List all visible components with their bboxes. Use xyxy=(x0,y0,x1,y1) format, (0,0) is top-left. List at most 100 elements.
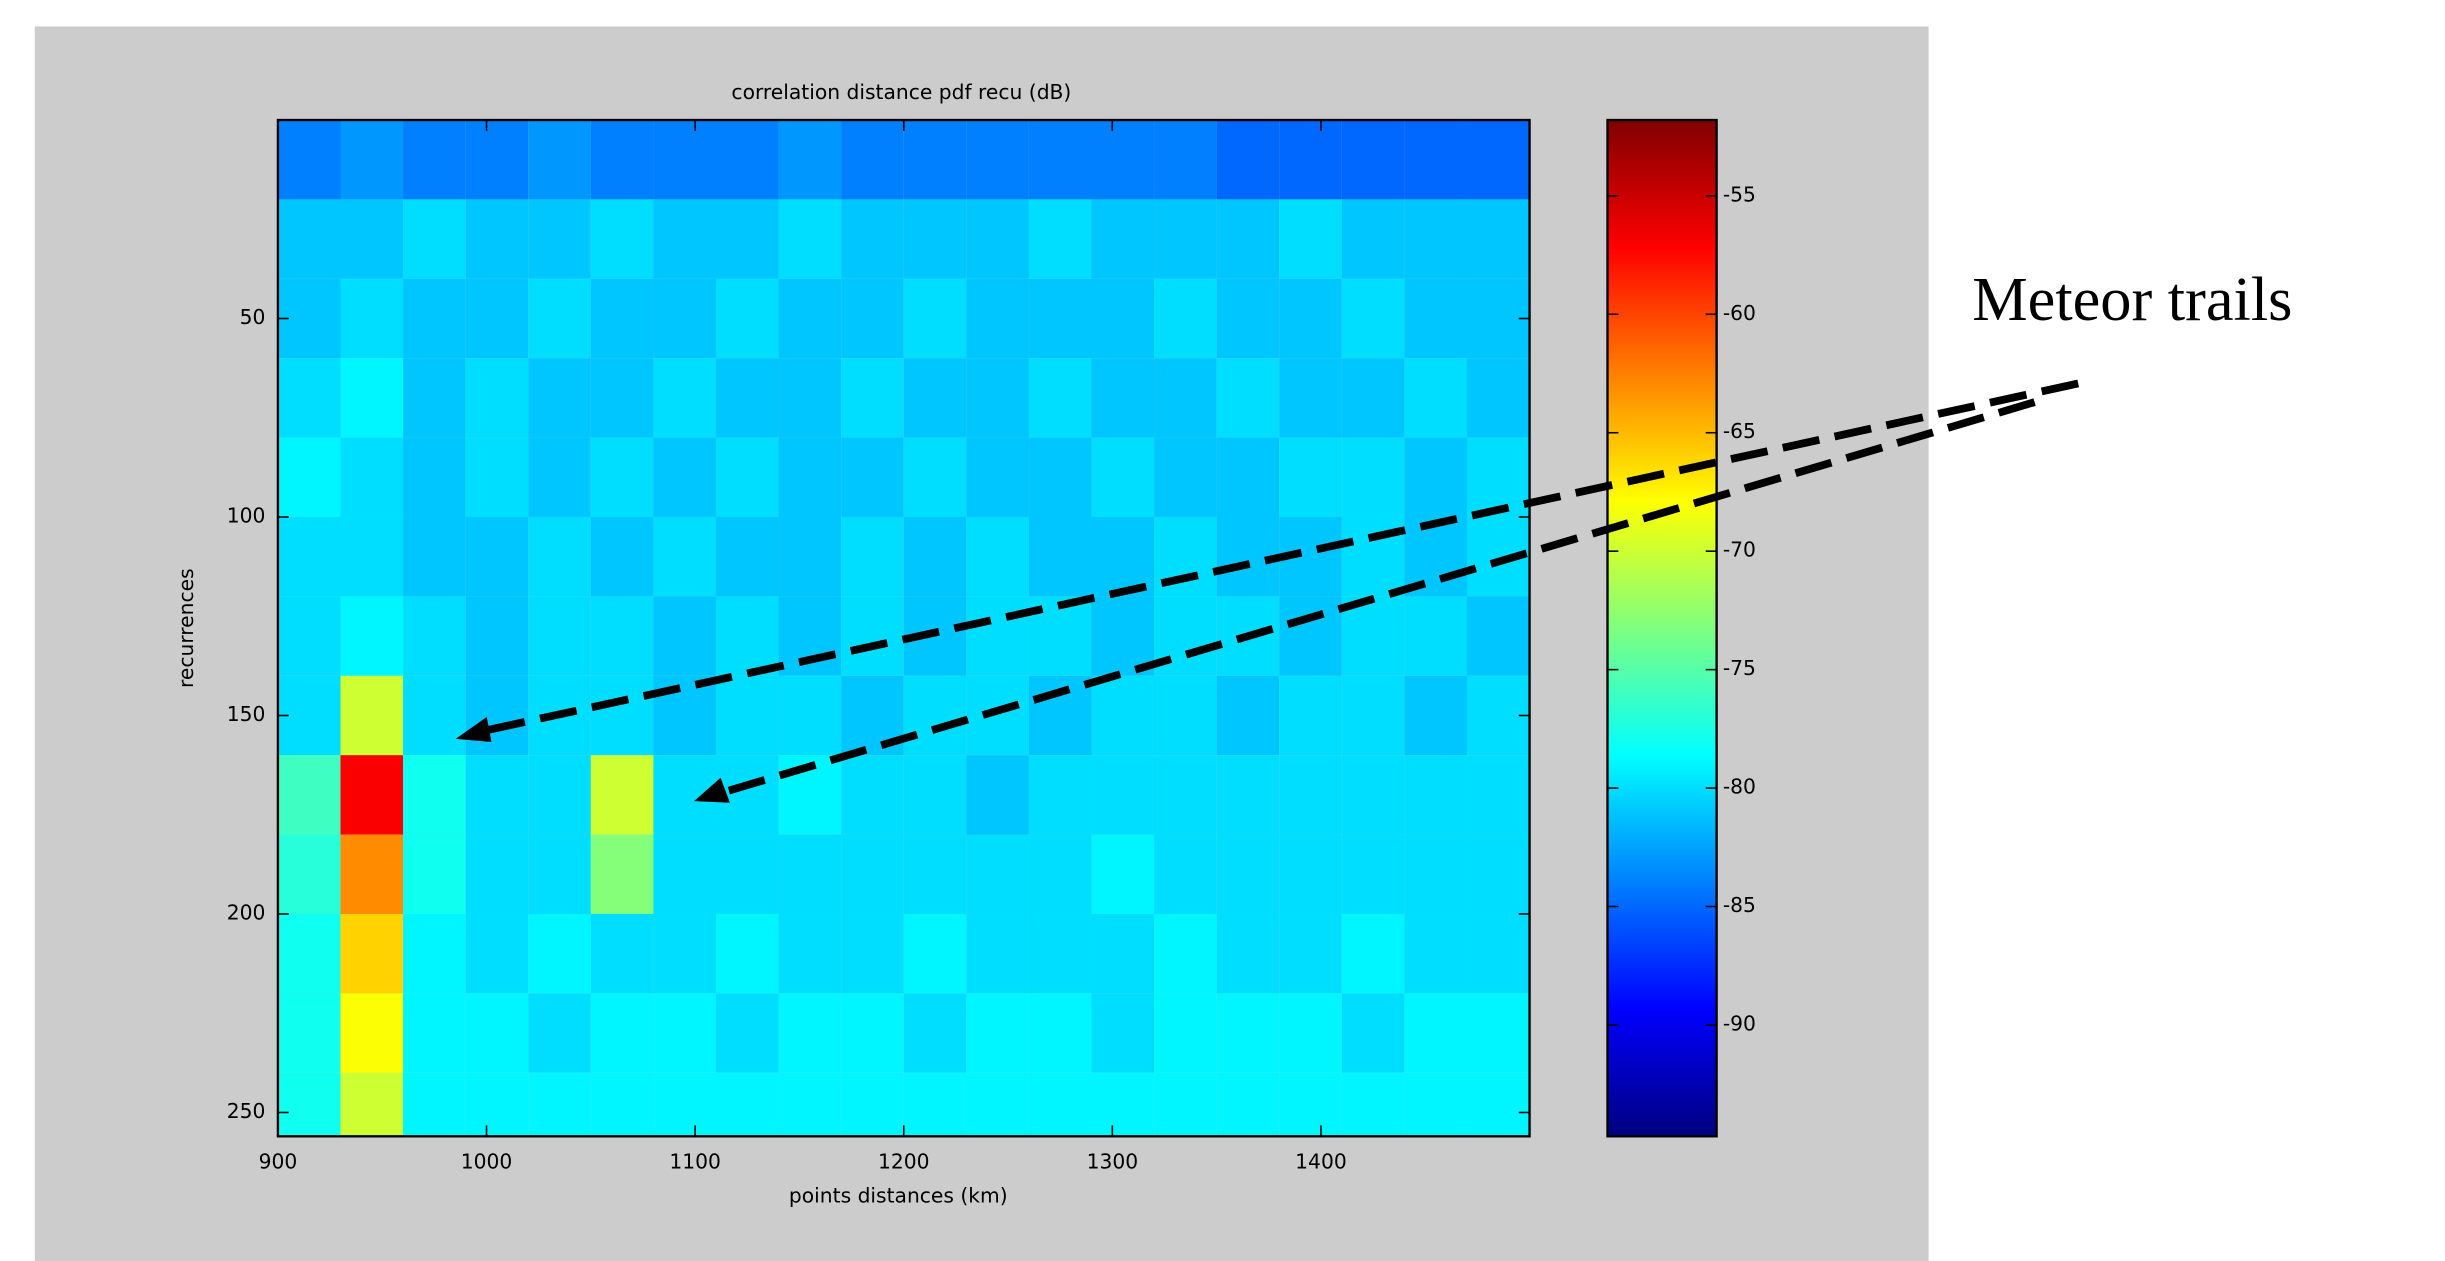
heatmap-cell xyxy=(1466,358,1530,438)
heatmap-cell xyxy=(1279,675,1342,756)
heatmap-cell xyxy=(1154,675,1217,756)
heatmap-cell xyxy=(1028,675,1092,756)
heatmap-cell xyxy=(1466,834,1530,914)
heatmap-cell xyxy=(903,675,967,756)
heatmap-cell xyxy=(966,358,1029,438)
heatmap-cell xyxy=(465,437,529,518)
heatmap-cell xyxy=(1154,755,1217,835)
heatmap-cell xyxy=(1404,913,1467,994)
heatmap-cell xyxy=(590,199,654,279)
heatmap-cell xyxy=(1091,596,1155,676)
heatmap-cell xyxy=(1091,755,1155,835)
heatmap-cell xyxy=(403,358,466,438)
heatmap-cell xyxy=(590,358,654,438)
heatmap-cell xyxy=(1091,993,1155,1073)
heatmap-cell xyxy=(778,199,842,279)
heatmap-cell xyxy=(590,675,654,756)
heatmap-cell xyxy=(1216,278,1280,359)
y-tick-label: 250 xyxy=(227,1099,266,1123)
arrow-line xyxy=(713,398,2036,799)
arrow-line xyxy=(475,379,2080,737)
heatmap-cell xyxy=(1216,755,1280,835)
heatmap-cell xyxy=(653,675,716,756)
heatmap-cell xyxy=(277,755,341,835)
heatmap-cell xyxy=(277,834,341,914)
heatmap-cell xyxy=(1466,437,1530,518)
heatmap-cell xyxy=(1404,596,1467,676)
heatmap-cell xyxy=(403,834,466,914)
heatmap-cell xyxy=(778,278,842,359)
heatmap xyxy=(277,120,1530,1137)
heatmap-cell xyxy=(1028,199,1092,279)
heatmap-cell xyxy=(528,834,591,914)
heatmap-cell xyxy=(715,517,779,597)
heatmap-cell xyxy=(653,1072,716,1137)
colorbar-tick-label: -65 xyxy=(1723,419,1756,443)
heatmap-cell xyxy=(340,993,404,1073)
heatmap-cell xyxy=(1466,1072,1530,1137)
heatmap-cell xyxy=(966,437,1029,518)
heatmap-cell xyxy=(590,437,654,518)
heatmap-cell xyxy=(528,120,591,200)
heatmap-cell xyxy=(1279,596,1342,676)
colorbar-tick-label: -80 xyxy=(1723,775,1756,799)
heatmap-cell xyxy=(1404,358,1467,438)
heatmap-cell xyxy=(966,278,1029,359)
heatmap-cell xyxy=(1466,199,1530,279)
heatmap-cell xyxy=(465,278,529,359)
heatmap-cell xyxy=(403,675,466,756)
heatmap-cell xyxy=(590,755,654,835)
arrow-head xyxy=(694,777,730,803)
heatmap-cell xyxy=(1279,913,1342,994)
heatmap-cell xyxy=(715,993,779,1073)
heatmap-cell xyxy=(1404,278,1467,359)
heatmap-cell xyxy=(403,755,466,835)
heatmap-cell xyxy=(715,1072,779,1137)
heatmap-cell xyxy=(1091,675,1155,756)
heatmap-cell xyxy=(966,199,1029,279)
heatmap-cell xyxy=(403,199,466,279)
heatmap-cell xyxy=(528,199,591,279)
heatmap-cell xyxy=(841,120,904,200)
heatmap-cell xyxy=(841,199,904,279)
heatmap-cell xyxy=(340,437,404,518)
x-axis-label: points distances (km) xyxy=(789,1184,1008,1208)
heatmap-cell xyxy=(903,755,967,835)
heatmap-cell xyxy=(1154,278,1217,359)
heatmap-cell xyxy=(1154,437,1217,518)
heatmap-cell xyxy=(903,199,967,279)
heatmap-cell xyxy=(340,834,404,914)
colorbar-tick-label: -55 xyxy=(1723,182,1756,206)
heatmap-cell xyxy=(903,913,967,994)
heatmap-cell xyxy=(1466,596,1530,676)
heatmap-cell xyxy=(340,755,404,835)
heatmap-cell xyxy=(715,437,779,518)
heatmap-cell xyxy=(841,834,904,914)
heatmap-cell xyxy=(715,199,779,279)
heatmap-cell xyxy=(1341,278,1405,359)
heatmap-cell xyxy=(903,358,967,438)
heatmap-cell xyxy=(277,517,341,597)
heatmap-cell xyxy=(1279,834,1342,914)
heatmap-cell xyxy=(1028,913,1092,994)
heatmap-cell xyxy=(465,834,529,914)
heatmap-cell xyxy=(1341,993,1405,1073)
heatmap-cell xyxy=(340,913,404,994)
y-tick-label: 100 xyxy=(227,504,266,528)
heatmap-cell xyxy=(340,278,404,359)
heatmap-cell xyxy=(1341,358,1405,438)
heatmap-cell xyxy=(1216,913,1280,994)
heatmap-cell xyxy=(966,120,1029,200)
heatmap-cell xyxy=(403,278,466,359)
heatmap-cell xyxy=(778,675,842,756)
heatmap-cell xyxy=(1091,278,1155,359)
heatmap-cell xyxy=(1341,437,1405,518)
heatmap-cell xyxy=(778,913,842,994)
heatmap-cell xyxy=(715,913,779,994)
heatmap-cell xyxy=(1216,993,1280,1073)
heatmap-cell xyxy=(277,993,341,1073)
heatmap-cell xyxy=(403,596,466,676)
heatmap-cell xyxy=(966,913,1029,994)
